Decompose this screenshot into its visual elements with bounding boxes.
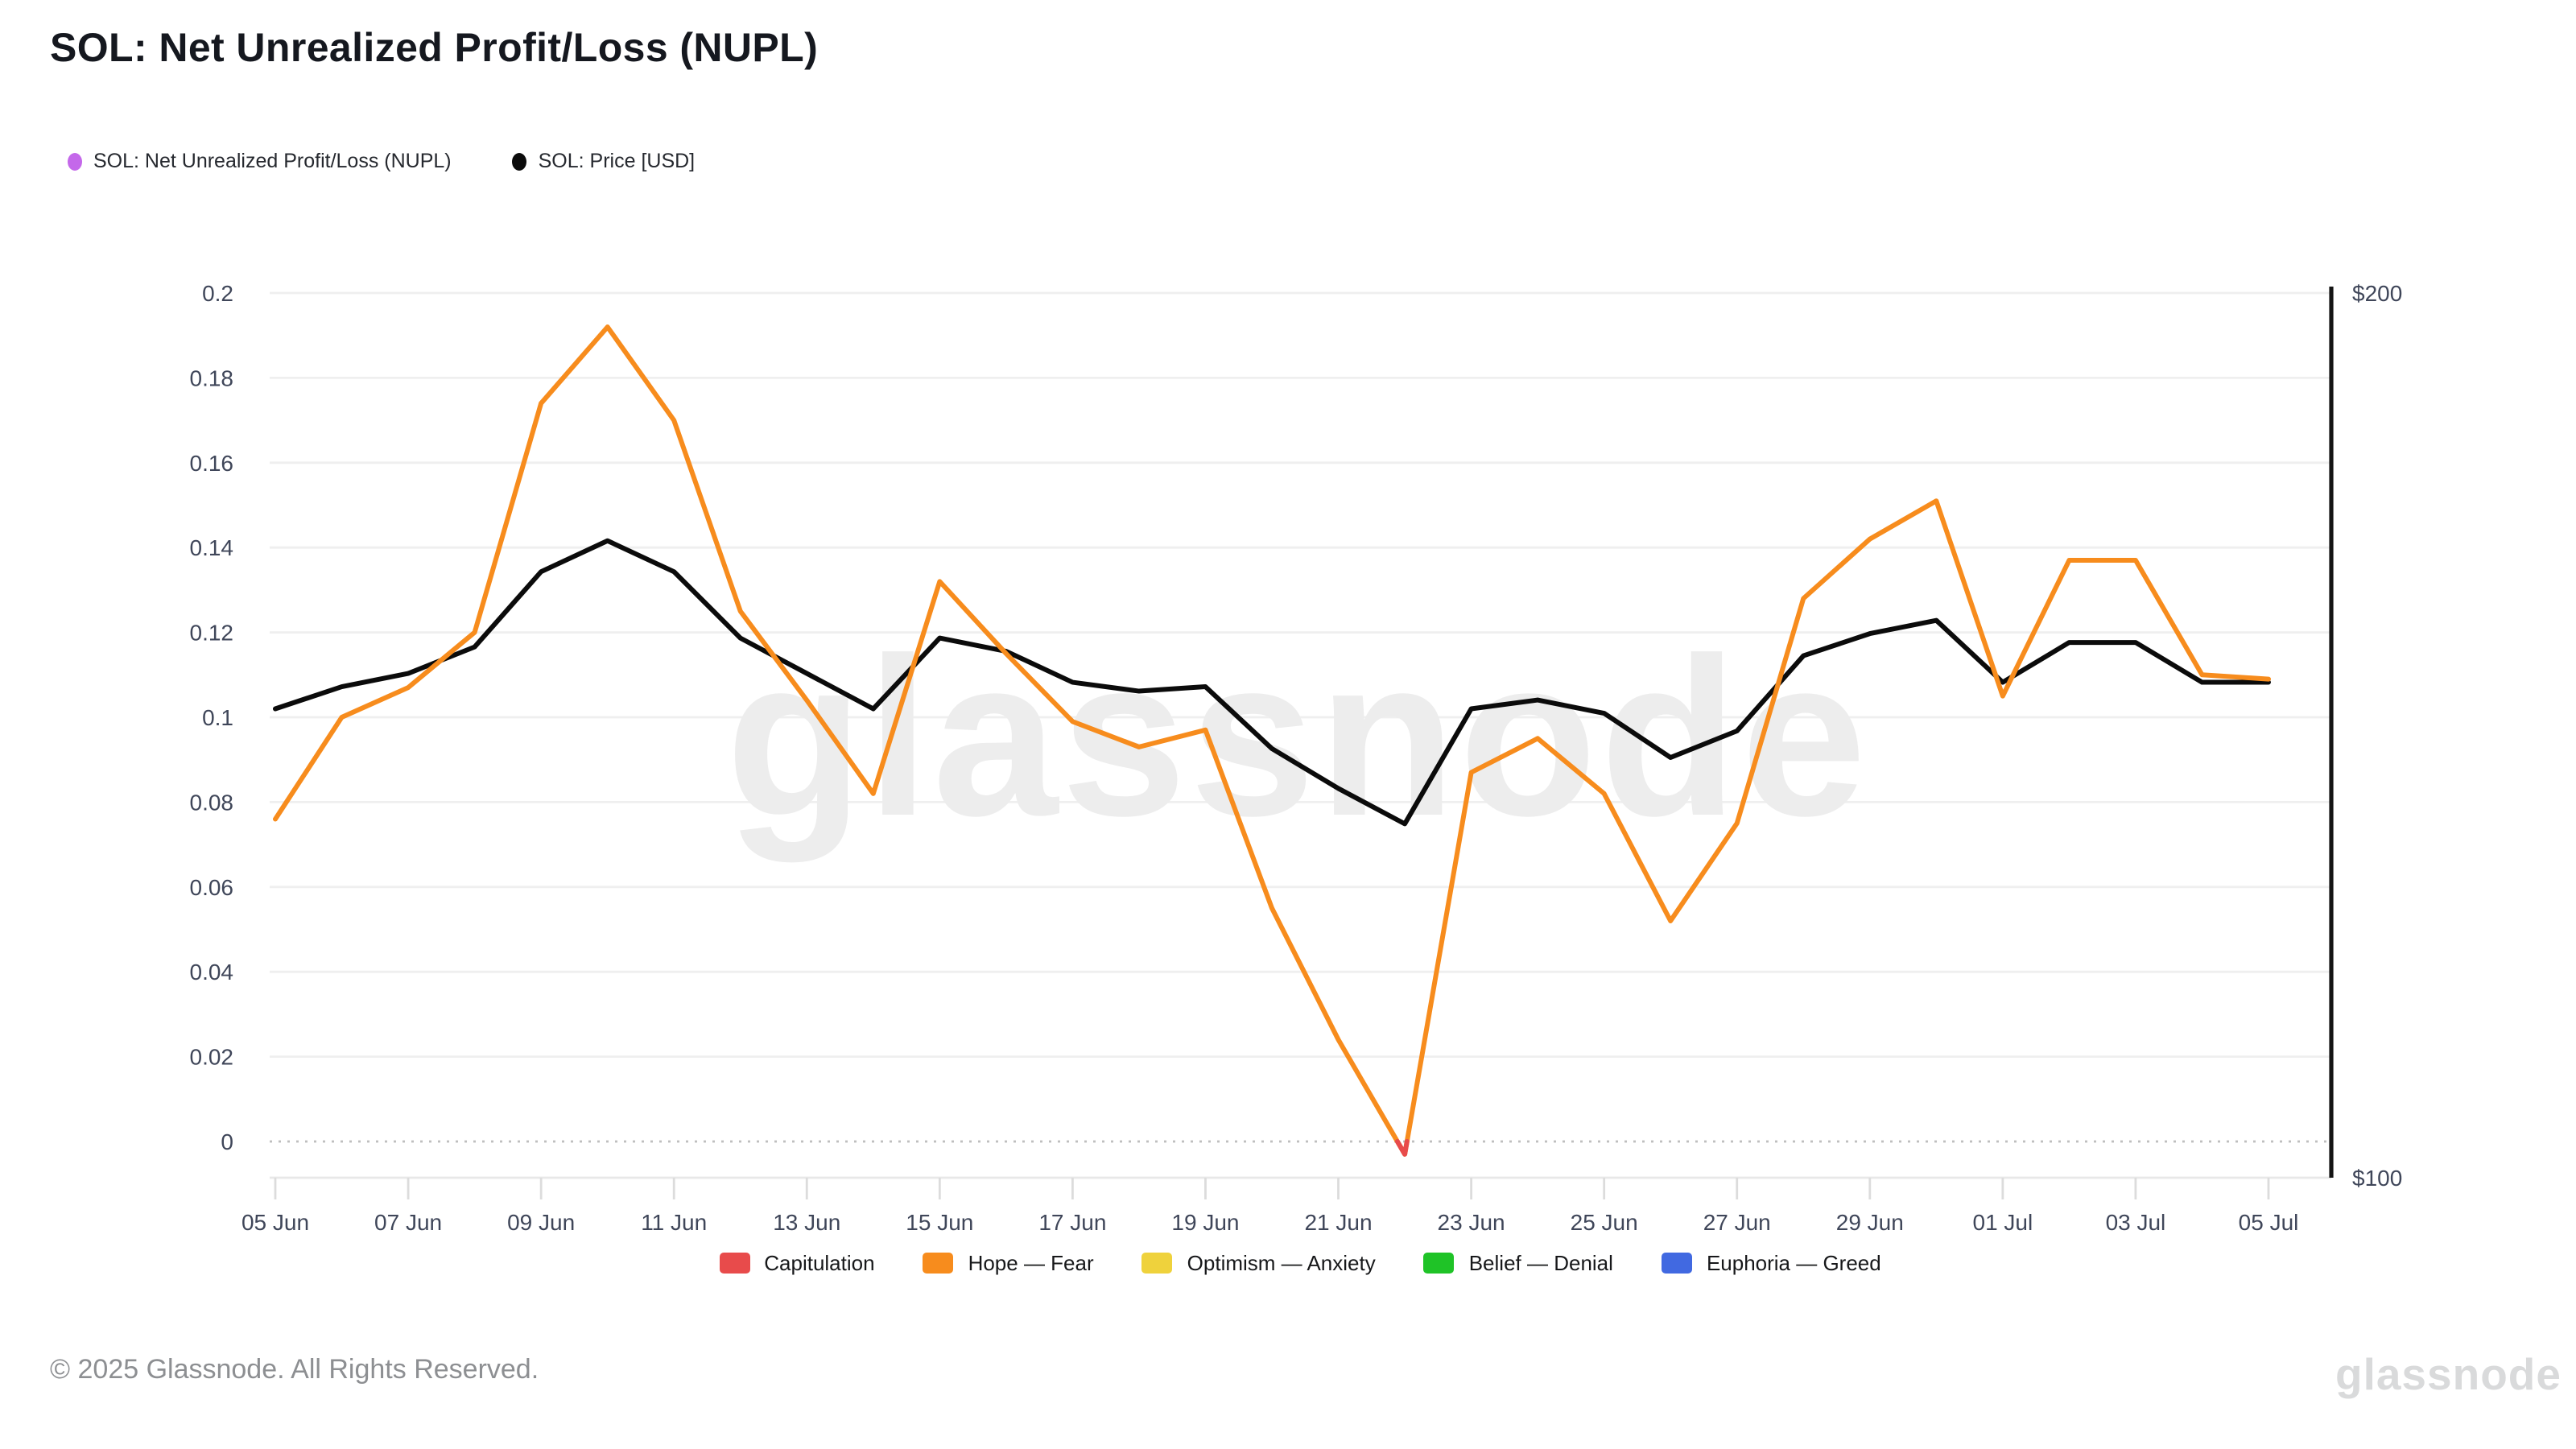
x-axis-label: 09 Jun — [507, 1210, 575, 1235]
x-axis-label: 23 Jun — [1438, 1210, 1505, 1235]
x-axis-label: 13 Jun — [773, 1210, 840, 1235]
top-legend-label: SOL: Price [USD] — [538, 150, 696, 172]
zone-legend-label: Hope — Fear — [968, 1251, 1094, 1275]
zone-legend-label: Euphoria — Greed — [1706, 1251, 1881, 1275]
y-axis-label: 0.12 — [190, 621, 234, 646]
y-axis-label: 0.18 — [190, 365, 234, 390]
y-axis-label: 0.2 — [202, 281, 233, 306]
x-axis-label: 27 Jun — [1703, 1210, 1771, 1235]
x-axis-label: 19 Jun — [1171, 1210, 1239, 1235]
y-axis-label: 0.06 — [190, 875, 234, 900]
zone-legend-label: Belief — Denial — [1468, 1251, 1613, 1275]
x-axis-label: 01 Jul — [1973, 1210, 2033, 1235]
y-axis-label: 0.04 — [190, 960, 234, 985]
right-axis-label: $100 — [2352, 1166, 2402, 1191]
x-axis-label: 05 Jun — [242, 1210, 309, 1235]
y-axis-label: 0 — [221, 1129, 233, 1154]
x-axis-label: 15 Jun — [906, 1210, 973, 1235]
zone-legend-item-1: Hope — Fear — [923, 1251, 1094, 1275]
legend-dot-icon — [512, 152, 527, 170]
glassnode-logo: glassnode — [2334, 1349, 2562, 1399]
zone-swatch-icon — [1423, 1252, 1455, 1274]
zone-swatch-icon — [923, 1252, 954, 1274]
zone-legend-item-3: Belief — Denial — [1423, 1251, 1613, 1275]
zone-swatch-icon — [719, 1252, 750, 1274]
x-axis-label: 29 Jun — [1836, 1210, 1904, 1235]
zone-legend-item-2: Optimism — Anxiety — [1141, 1251, 1376, 1275]
zone-swatch-icon — [1141, 1252, 1173, 1274]
y-axis-label: 0.08 — [190, 790, 234, 815]
x-axis-label: 11 Jun — [641, 1210, 707, 1235]
watermark-text: glassnode — [726, 612, 1870, 864]
y-axis-label: 0.14 — [190, 535, 234, 560]
x-axis-label: 17 Jun — [1038, 1210, 1106, 1235]
legend-dot-icon — [68, 152, 82, 170]
zone-legend-label: Capitulation — [764, 1251, 875, 1275]
top-legend-label: SOL: Net Unrealized Profit/Loss (NUPL) — [93, 150, 452, 172]
footer-copyright: © 2025 Glassnode. All Rights Reserved. — [50, 1354, 539, 1385]
x-axis-label: 21 Jun — [1304, 1210, 1372, 1235]
page-title: SOL: Net Unrealized Profit/Loss (NUPL) — [50, 26, 819, 71]
y-axis-label: 0.1 — [202, 705, 233, 730]
top-legend-item-1[interactable]: SOL: Price [USD] — [512, 150, 696, 172]
nupl-line — [273, 324, 2271, 1157]
x-axis-label: 05 Jul — [2239, 1210, 2299, 1235]
y-axis-label: 0.16 — [190, 451, 234, 476]
zone-legend-item-0: Capitulation — [719, 1251, 875, 1275]
top-legend: SOL: Net Unrealized Profit/Loss (NUPL) SO… — [68, 150, 695, 172]
x-axis-label: 25 Jun — [1571, 1210, 1638, 1235]
right-axis-label: $200 — [2352, 281, 2402, 306]
zone-swatch-icon — [1661, 1252, 1692, 1274]
zone-legend: Capitulation Hope — Fear Optimism — Anxiet… — [269, 1251, 2331, 1275]
zone-legend-label: Optimism — Anxiety — [1187, 1251, 1376, 1275]
x-axis-label: 07 Jun — [374, 1210, 442, 1235]
y-axis-label: 0.02 — [190, 1045, 234, 1070]
capitulation-segment — [1394, 1139, 1410, 1157]
top-legend-item-0[interactable]: SOL: Net Unrealized Profit/Loss (NUPL) — [68, 150, 452, 172]
x-axis-label: 03 Jul — [2106, 1210, 2166, 1235]
price-line — [273, 538, 2271, 827]
zone-legend-item-4: Euphoria — Greed — [1661, 1251, 1881, 1275]
